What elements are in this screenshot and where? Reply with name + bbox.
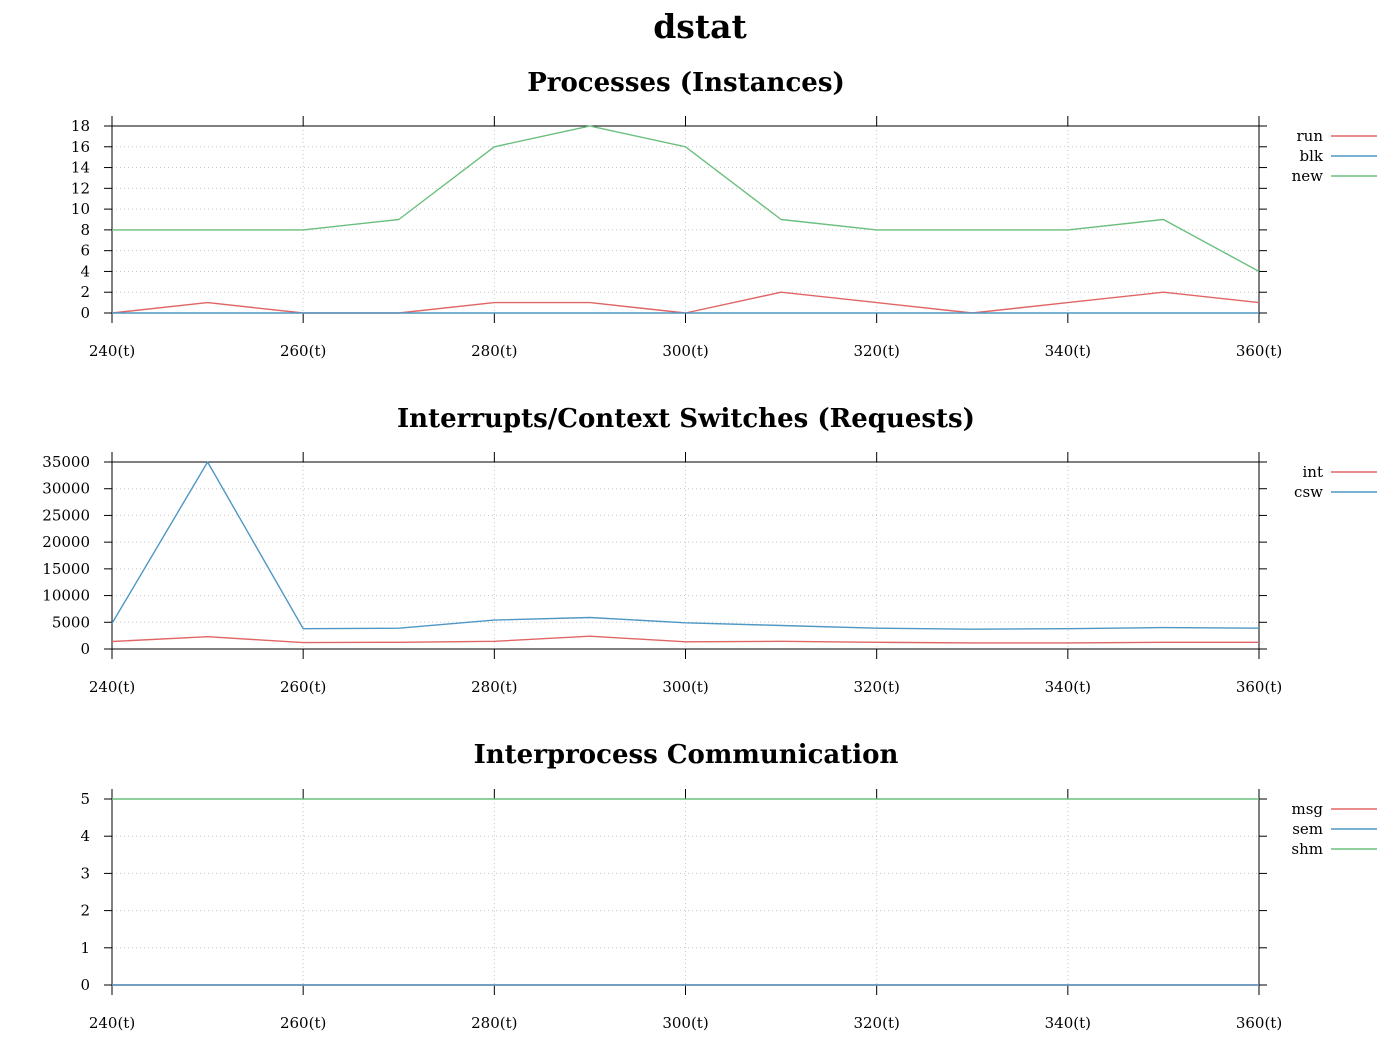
x-tick-label: 320(t) xyxy=(853,678,899,696)
legend-label-shm: shm xyxy=(1291,840,1323,858)
chart-panel-3: Interprocess Communication 0 1 2 3 4 5 240(t) 26… xyxy=(80,740,1377,1032)
y-tick-label: 3 xyxy=(80,864,90,882)
legend-label-int: int xyxy=(1303,463,1324,481)
x-tick-label: 240(t) xyxy=(89,342,135,360)
x-tick-label: 240(t) xyxy=(89,678,135,696)
y-tick-label: 0 xyxy=(80,640,90,658)
y-tick-label: 18 xyxy=(71,117,90,135)
legend-label-csw: csw xyxy=(1294,483,1323,501)
y-tick-label: 8 xyxy=(80,221,90,239)
y-tick-label: 2 xyxy=(80,902,90,920)
x-tick-label: 340(t) xyxy=(1045,678,1091,696)
x-tick-label: 360(t) xyxy=(1236,1014,1282,1032)
y-tick-label: 12 xyxy=(71,179,90,197)
y-tick-label: 20000 xyxy=(42,533,90,551)
panel-title: Processes (Instances) xyxy=(527,68,845,98)
y-tick-label: 35000 xyxy=(42,453,90,471)
y-tick-label: 10 xyxy=(71,200,90,218)
x-tick-label: 260(t) xyxy=(280,342,326,360)
x-tick-label: 360(t) xyxy=(1236,678,1282,696)
y-tick-label: 4 xyxy=(80,827,90,845)
x-tick-label: 340(t) xyxy=(1045,1014,1091,1032)
y-tick-label: 30000 xyxy=(42,480,90,498)
y-tick-label: 6 xyxy=(80,242,90,260)
x-tick-label: 280(t) xyxy=(471,678,517,696)
x-tick-label: 280(t) xyxy=(471,1014,517,1032)
x-tick-label: 300(t) xyxy=(662,678,708,696)
y-tick-label: 5 xyxy=(80,790,90,808)
panel-title: Interrupts/Context Switches (Requests) xyxy=(397,404,975,434)
y-tick-label: 0 xyxy=(80,304,90,322)
x-tick-label: 300(t) xyxy=(662,342,708,360)
chart-panel-2: Interrupts/Context Switches (Requests) 0 5… xyxy=(42,404,1377,696)
x-tick-label: 340(t) xyxy=(1045,342,1091,360)
legend-label-msg: msg xyxy=(1291,800,1323,818)
x-tick-label: 260(t) xyxy=(280,678,326,696)
y-tick-label: 1 xyxy=(80,939,90,957)
y-tick-label: 15000 xyxy=(42,560,90,578)
series-line-csw xyxy=(111,461,1260,630)
y-tick-label: 10000 xyxy=(42,587,90,605)
y-tick-label: 16 xyxy=(71,138,90,156)
y-tick-label: 14 xyxy=(71,159,90,177)
y-tick-label: 2 xyxy=(80,283,90,301)
chart-panel-1: Processes (Instances) 0 2 4 6 8 10 12 14 16 18 240(… xyxy=(71,68,1377,360)
x-tick-label: 320(t) xyxy=(853,342,899,360)
y-tick-label: 0 xyxy=(80,976,90,994)
y-tick-label: 4 xyxy=(80,262,90,280)
x-tick-label: 320(t) xyxy=(853,1014,899,1032)
series-line-new xyxy=(112,125,1260,273)
x-tick-label: 300(t) xyxy=(662,1014,708,1032)
legend-label-new: new xyxy=(1292,167,1324,185)
series-line-int xyxy=(111,635,1259,644)
y-tick-label: 5000 xyxy=(52,613,90,631)
panel-title: Interprocess Communication xyxy=(474,740,899,770)
legend-label-run: run xyxy=(1297,127,1324,145)
y-tick-label: 25000 xyxy=(42,506,90,524)
x-tick-label: 280(t) xyxy=(471,342,517,360)
x-tick-label: 240(t) xyxy=(89,1014,135,1032)
x-tick-label: 360(t) xyxy=(1236,342,1282,360)
legend-label-blk: blk xyxy=(1300,147,1324,165)
figure-title: dstat xyxy=(653,7,747,46)
legend-label-sem: sem xyxy=(1292,820,1323,838)
x-tick-label: 260(t) xyxy=(280,1014,326,1032)
